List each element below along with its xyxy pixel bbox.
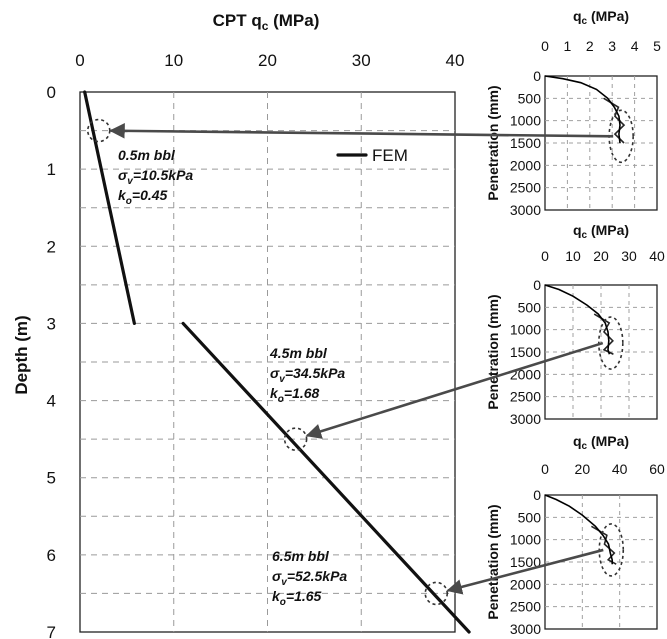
annotation-line: 6.5m bbl — [272, 548, 330, 564]
sub-y-tick-label: 500 — [518, 509, 542, 525]
sub-chart-title: qc (MPa) — [573, 433, 629, 452]
main-x-tick-label: 40 — [446, 51, 465, 70]
sub-y-tick-label: 1500 — [510, 554, 541, 570]
sub-y-tick-label: 500 — [518, 90, 542, 106]
sub-y-tick-label: 1000 — [510, 532, 541, 548]
sub-y-tick-label: 500 — [518, 299, 542, 315]
sub-y-tick-label: 0 — [533, 277, 541, 293]
sub-x-tick-label: 1 — [564, 38, 572, 54]
sub-x-tick-label: 10 — [565, 248, 581, 264]
sub-y-tick-label: 3000 — [510, 621, 541, 637]
main-y-tick-label: 3 — [47, 314, 56, 333]
sub-x-tick-label: 40 — [612, 461, 628, 477]
sub-y-tick-label: 2000 — [510, 157, 541, 173]
sub-chart-3: qc (MPa) 0 20 40 60 0 500 1000 1500 2000 2500 3000 P… — [485, 433, 665, 637]
sub-y-tick-label: 1500 — [510, 135, 541, 151]
sub-x-tick-label: 0 — [541, 38, 549, 54]
sub-y-tick-label: 3000 — [510, 202, 541, 218]
main-x-tick-label: 0 — [75, 51, 84, 70]
sub-x-tick-label: 2 — [586, 38, 594, 54]
arrow-1 — [109, 123, 614, 139]
sub-y-tick-label: 2000 — [510, 576, 541, 592]
sub-x-tick-label: 5 — [653, 38, 661, 54]
sub-x-tick-label: 20 — [593, 248, 609, 264]
annotation-line: σv=52.5kPa — [272, 568, 347, 588]
legend-label: FEM — [372, 146, 408, 165]
sub-y-tick-label: 0 — [533, 487, 541, 503]
annotation-line: ko=0.45 — [118, 187, 168, 207]
sub-x-tick-label: 60 — [649, 461, 665, 477]
main-x-tick-label: 30 — [352, 51, 371, 70]
sub-profile-band — [593, 313, 614, 355]
arrow-3 — [446, 548, 604, 595]
sub-y-axis-label: Penetration (mm) — [485, 294, 501, 409]
sub-y-tick-label: 2500 — [510, 599, 541, 615]
sub-y-tick-label: 2500 — [510, 389, 541, 405]
sub-y-tick-label: 1000 — [510, 113, 541, 129]
sub-x-tick-label: 4 — [631, 38, 639, 54]
main-y-tick-label: 6 — [47, 546, 56, 565]
fem-series-segment-1 — [83, 90, 136, 326]
main-x-tick-label: 10 — [164, 51, 183, 70]
sub-y-tick-label: 0 — [533, 68, 541, 84]
sub-x-tick-label: 40 — [649, 248, 665, 264]
sub-y-axis-label: Penetration (mm) — [485, 504, 501, 619]
sub-y-tick-label: 2500 — [510, 180, 541, 196]
annotation-line: ko=1.65 — [272, 588, 322, 608]
sub-chart-title: qc (MPa) — [573, 8, 629, 27]
main-y-tick-label: 5 — [47, 469, 56, 488]
annotation-line: σv=34.5kPa — [270, 365, 345, 385]
sub-y-tick-label: 1000 — [510, 322, 541, 338]
sub-y-tick-label: 2000 — [510, 366, 541, 382]
sub-profile-band — [590, 525, 617, 565]
sub-chart-2: qc (MPa) 0 10 20 30 40 0 500 1000 1500 2000 2500 300… — [485, 222, 665, 427]
main-y-tick-label: 1 — [47, 160, 56, 179]
main-y-tick-label: 7 — [47, 623, 56, 639]
main-chart: CPT qc (MPa) Depth (m) 0 10 20 30 40 0 1 2 3 4 5 6 7… — [12, 11, 471, 639]
sub-x-tick-label: 30 — [621, 248, 637, 264]
sub-x-tick-label: 3 — [608, 38, 616, 54]
sub-x-tick-label: 20 — [575, 461, 591, 477]
sub-x-tick-label: 0 — [541, 248, 549, 264]
highlight-circle-2 — [283, 427, 308, 451]
annotation-line: ko=1.68 — [270, 385, 320, 405]
main-y-tick-label: 0 — [47, 83, 56, 102]
annotation-arrows — [109, 123, 614, 595]
annotation-line: 0.5m bbl — [118, 147, 176, 163]
legend: FEM — [336, 146, 408, 165]
sub-y-axis-label: Penetration (mm) — [485, 85, 501, 200]
sub-y-tick-label: 3000 — [510, 411, 541, 427]
annotation-line: σv=10.5kPa — [118, 167, 193, 187]
sub-y-tick-label: 1500 — [510, 344, 541, 360]
main-chart-title: CPT qc (MPa) — [213, 11, 320, 33]
main-y-tick-label: 4 — [47, 392, 56, 411]
main-chart-y-axis-label: Depth (m) — [12, 315, 31, 394]
main-y-tick-label: 2 — [47, 237, 56, 256]
sub-x-tick-label: 0 — [541, 461, 549, 477]
sub-profile-band — [603, 97, 626, 144]
sub-chart-title: qc (MPa) — [573, 222, 629, 241]
annotation-line: 4.5m bbl — [269, 345, 328, 361]
fem-series-segment-2 — [181, 321, 471, 634]
arrow-2 — [305, 341, 604, 439]
main-x-tick-label: 20 — [258, 51, 277, 70]
sub-chart-1: qc (MPa)0 1 2 3 4 5050010001500200025003000Pe… — [485, 8, 661, 218]
